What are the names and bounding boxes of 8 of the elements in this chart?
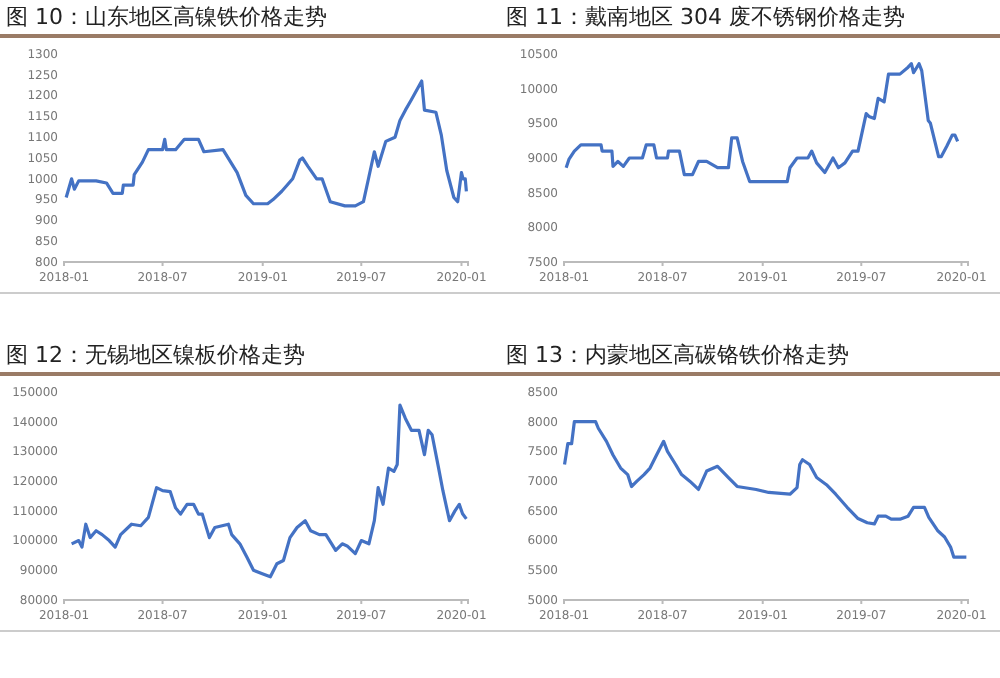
line-series [70,403,468,579]
line-series [64,79,468,208]
line-series [564,62,960,184]
chart-title: 图 12：无锡地区镍板价格走势 [0,338,500,376]
chart-title: 图 11：戴南地区 304 废不锈钢价格走势 [500,0,1000,38]
chart-title: 图 10：山东地区高镍铁价格走势 [0,0,500,38]
chart-title: 图 13：内蒙地区高碳铬铁价格走势 [500,338,1000,376]
line-series [562,420,968,559]
